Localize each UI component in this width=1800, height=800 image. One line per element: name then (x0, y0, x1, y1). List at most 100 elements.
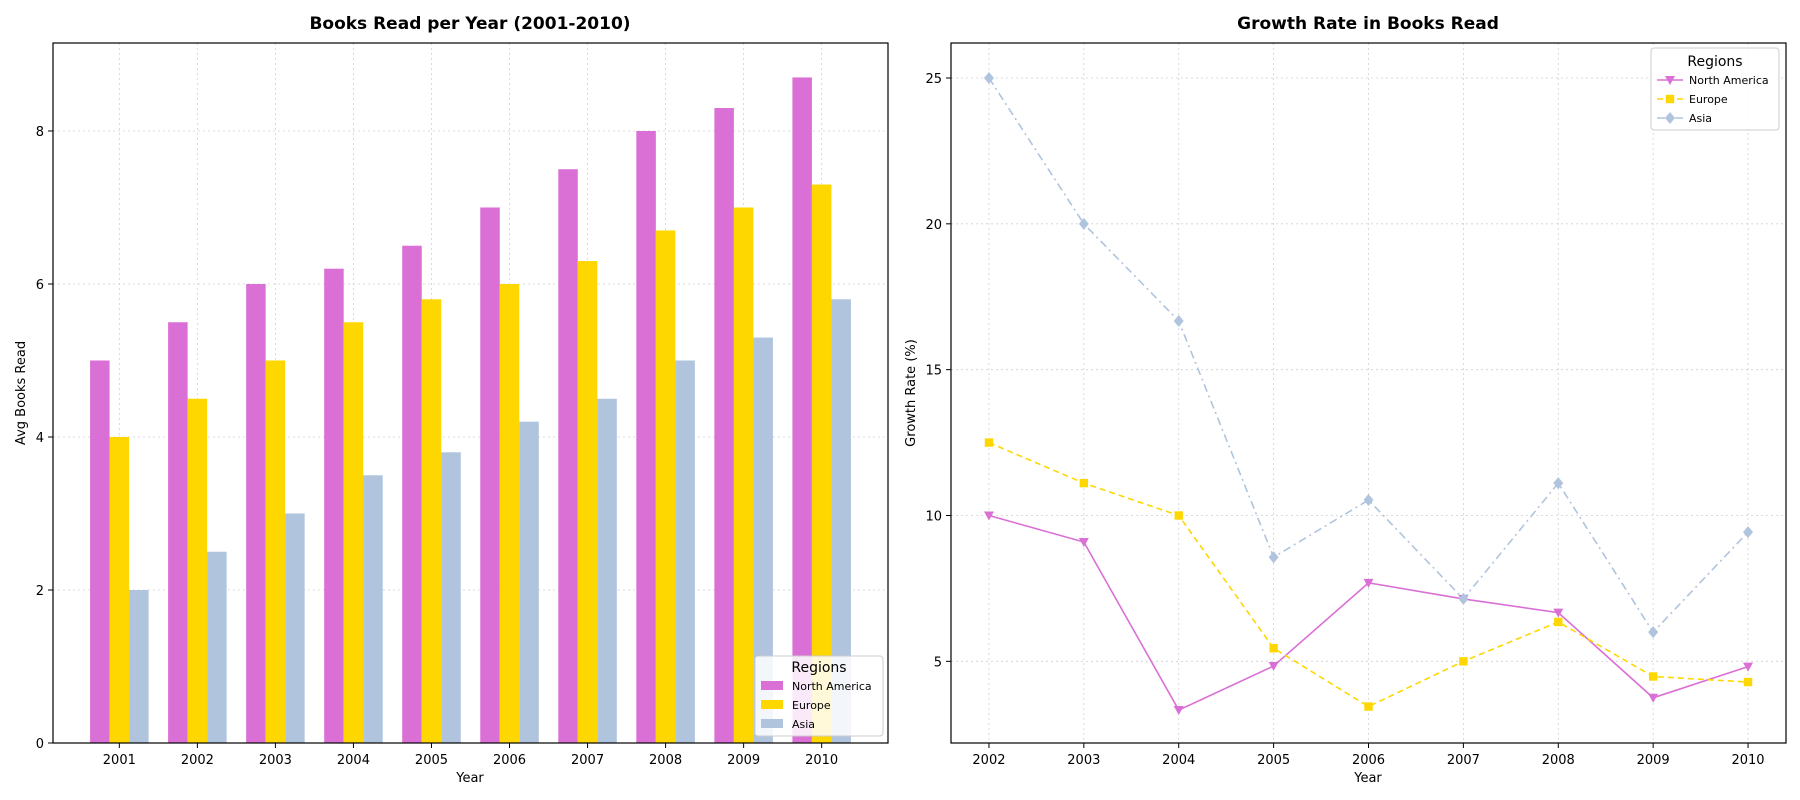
bar-chart-legend: Regions North America Europe Asia (754, 655, 884, 737)
point-asia-2002 (983, 72, 994, 84)
legend-label-europe: Europe (1689, 93, 1728, 106)
bar-europe-2009 (733, 207, 754, 743)
bar-asia-2002 (207, 551, 227, 743)
point-asia-2010 (1743, 526, 1754, 539)
legend-marker-north-america (1665, 76, 1675, 85)
bar-chart-title: Books Read per Year (2001-2010) (309, 14, 630, 34)
bar-chart-x-tick-label: 2008 (649, 753, 682, 768)
line-chart-x-ticks: 2002 2003 2004 2005 2006 2007 2008 2009 2010 (972, 743, 1765, 768)
line-chart-x-tick-label: 2009 (1637, 753, 1670, 768)
bar-north-america-2004 (324, 268, 344, 743)
bar-europe-2004 (343, 322, 364, 743)
point-north-america-2002 (983, 511, 994, 521)
legend-marker-asia (1665, 112, 1675, 124)
legend-swatch-europe (761, 700, 783, 709)
bar-chart-bars (90, 77, 851, 744)
bar-asia-2003 (285, 513, 305, 743)
bar-asia-2004 (363, 475, 383, 743)
bar-north-america-2003 (246, 283, 266, 743)
line-chart-legend-box (1650, 47, 1780, 131)
series-line-asia (988, 77, 1749, 634)
bar-asia-2006 (519, 421, 539, 743)
line-chart-x-tick-label: 2003 (1067, 753, 1100, 768)
point-europe-2006 (1364, 702, 1373, 711)
bar-europe-2003 (265, 360, 286, 743)
bar-chart-x-tick-label: 2002 (181, 753, 214, 768)
bar-chart-y-tick-label: 4 (36, 431, 44, 446)
bar-chart-y-tick-label: 0 (36, 737, 44, 752)
point-north-america-2006 (1363, 578, 1374, 588)
point-europe-2007 (1459, 657, 1468, 666)
legend-label-asia: Asia (792, 718, 815, 731)
point-europe-2009 (1648, 672, 1658, 681)
bar-chart-y-tick-label: 6 (36, 278, 44, 293)
bar-chart-x-tick-label: 2007 (571, 753, 604, 768)
point-asia-2004 (1173, 314, 1184, 327)
line-chart-x-label: Year (1353, 771, 1382, 786)
point-north-america-2004 (1173, 706, 1184, 716)
line-chart-x-tick-label: 2007 (1447, 753, 1480, 768)
bar-chart-x-tick-label: 2010 (805, 753, 838, 768)
bar-chart-x-tick-label: 2001 (103, 753, 136, 768)
bar-europe-2005 (421, 299, 442, 743)
line-chart-y-tick-label: 15 (925, 364, 942, 379)
line-chart-y-tick-label: 20 (925, 218, 942, 233)
bar-north-america-2007 (558, 169, 578, 744)
legend-label-north-america: North America (1689, 74, 1769, 87)
point-asia-2008 (1553, 477, 1564, 490)
bar-europe-2002 (187, 398, 208, 743)
point-north-america-2008 (1553, 608, 1564, 618)
bar-europe-2001 (109, 436, 130, 743)
bar-chart-legend-box (754, 655, 884, 737)
bar-chart-y-tick-label: 8 (36, 125, 44, 140)
bar-asia-2001 (129, 589, 149, 743)
bar-europe-2007 (577, 261, 598, 743)
bar-chart-legend-title: Regions (791, 660, 846, 676)
bar-chart-x-tick-label: 2006 (493, 753, 526, 768)
line-chart-y-ticks: 5 10 15 20 25 (925, 72, 951, 670)
bar-north-america-2009 (714, 108, 734, 743)
point-north-america-2005 (1268, 662, 1279, 671)
bar-chart: Books Read per Year (2001-2010) 2001 2002… (14, 14, 889, 786)
line-chart-y-tick-label: 25 (925, 72, 942, 87)
bar-north-america-2002 (168, 322, 188, 743)
line-chart-x-tick-label: 2002 (972, 753, 1005, 768)
line-chart-legend-title: Regions (1687, 54, 1742, 70)
point-north-america-2009 (1648, 693, 1659, 703)
bar-chart-x-tick-label: 2003 (259, 753, 292, 768)
bar-chart-x-tick-label: 2004 (337, 753, 370, 768)
bar-chart-x-tick-label: 2005 (415, 753, 448, 768)
point-europe-2010 (1743, 677, 1753, 687)
line-chart-legend: Regions North America Europe Asia (1650, 47, 1780, 131)
bar-asia-2007 (597, 398, 617, 743)
bar-asia-2009 (753, 337, 773, 743)
point-asia-2009 (1648, 626, 1659, 639)
bar-chart-frame (52, 42, 889, 744)
point-asia-2003 (1078, 217, 1089, 230)
legend-swatch-asia (761, 719, 783, 728)
bar-chart-x-tick-label: 2009 (727, 753, 760, 768)
bar-north-america-2005 (402, 245, 422, 743)
line-chart-x-tick-label: 2004 (1162, 753, 1195, 768)
bar-north-america-2010 (792, 77, 812, 744)
point-asia-2007 (1458, 592, 1469, 605)
line-chart-x-tick-label: 2010 (1731, 753, 1764, 768)
legend-swatch-north-america (761, 681, 783, 690)
point-asia-2005 (1268, 551, 1279, 564)
bar-chart-y-label: Avg Books Read (14, 341, 29, 445)
line-chart-y-tick-label: 10 (925, 510, 942, 525)
line-chart-lines (983, 72, 1754, 716)
point-north-america-2003 (1078, 538, 1089, 548)
point-europe-2003 (1079, 478, 1089, 488)
bar-north-america-2006 (480, 207, 500, 743)
bar-chart-x-ticks: 2001 2002 2003 2004 2005 2006 2007 2008 2009 2010 (103, 743, 838, 768)
legend-marker-europe (1665, 94, 1675, 104)
point-north-america-2010 (1743, 662, 1754, 672)
bar-chart-x-label: Year (455, 771, 484, 786)
bar-europe-2006 (499, 283, 520, 743)
line-chart-y-tick-label: 5 (934, 655, 942, 670)
line-chart-grid (951, 43, 1786, 743)
line-chart-title: Growth Rate in Books Read (1237, 14, 1499, 34)
line-chart-x-tick-label: 2005 (1257, 753, 1290, 768)
line-chart: Growth Rate in Books Read 2002 2003 2004 20… (904, 14, 1787, 786)
